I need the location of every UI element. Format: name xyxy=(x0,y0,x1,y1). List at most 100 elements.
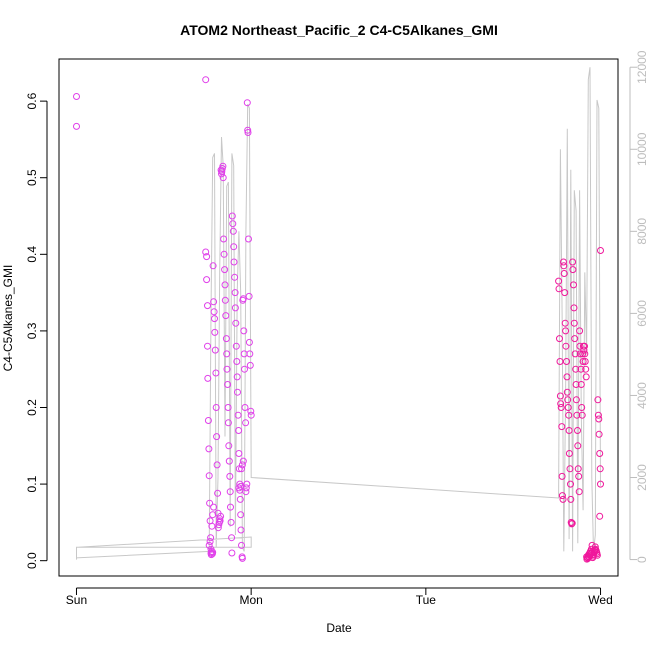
data-point xyxy=(571,350,579,358)
data-point xyxy=(212,369,220,377)
data-point xyxy=(73,122,80,130)
data-point xyxy=(228,212,236,220)
x-tick-label: Mon xyxy=(239,593,262,607)
altitude-series-line xyxy=(76,67,601,560)
data-point xyxy=(210,298,218,306)
data-point xyxy=(561,289,569,297)
data-point xyxy=(569,266,577,274)
data-point xyxy=(247,407,255,415)
data-point xyxy=(205,541,213,549)
data-point xyxy=(576,327,584,335)
y-axis-label: C4-C5Alkanes_GMI xyxy=(1,265,15,372)
data-point xyxy=(574,465,582,473)
data-point xyxy=(557,404,565,411)
y2-tick-label: 12000 xyxy=(635,50,649,84)
data-point xyxy=(563,373,571,381)
data-point xyxy=(205,445,213,453)
data-point xyxy=(582,373,590,381)
data-point xyxy=(596,465,604,473)
data-point xyxy=(565,427,573,434)
data-point xyxy=(556,392,564,400)
data-point xyxy=(573,411,581,419)
data-point xyxy=(593,551,601,559)
data-point xyxy=(224,404,232,411)
data-point xyxy=(216,517,224,525)
data-point xyxy=(595,430,603,438)
data-point xyxy=(576,350,584,358)
y-tick-label: 0.2 xyxy=(25,399,39,416)
data-point xyxy=(558,423,566,431)
data-point xyxy=(241,365,248,373)
data-point xyxy=(557,400,565,408)
data-point xyxy=(232,342,240,350)
y2-tick-label: 2000 xyxy=(635,464,649,491)
data-point xyxy=(238,541,245,549)
data-point xyxy=(556,335,563,343)
data-point xyxy=(565,450,573,457)
data-point xyxy=(244,129,252,136)
y2-tick-label: 6000 xyxy=(635,300,649,327)
data-point xyxy=(226,472,234,480)
data-point xyxy=(218,170,225,178)
data-point xyxy=(210,308,218,316)
data-point xyxy=(594,411,602,419)
data-point xyxy=(231,273,239,281)
data-point xyxy=(581,350,589,358)
data-point xyxy=(222,312,230,320)
y2-tick-label: 4000 xyxy=(635,382,649,409)
y-tick-label: 0.1 xyxy=(25,475,39,492)
data-point xyxy=(555,285,563,293)
y2-tick-label: 0 xyxy=(635,556,649,563)
data-point xyxy=(235,427,243,434)
data-point xyxy=(558,492,566,500)
data-point xyxy=(221,281,229,289)
data-point xyxy=(241,404,249,411)
data-point xyxy=(569,258,577,266)
data-point xyxy=(596,512,604,520)
data-point xyxy=(210,503,218,511)
data-point xyxy=(560,262,568,270)
data-point xyxy=(219,174,227,182)
data-point xyxy=(221,296,229,304)
data-point xyxy=(232,319,240,327)
data-point xyxy=(231,304,239,312)
axes-layer: 0.0 0.1 0.2 0.3 0.4 0.5 0.6 0 2000 4000 6000 8000 10… xyxy=(25,50,649,607)
data-point xyxy=(242,419,250,427)
data-point xyxy=(560,270,568,277)
data-point xyxy=(574,442,582,450)
x-axis-label: Date xyxy=(326,621,352,635)
data-point xyxy=(240,327,248,335)
data-point xyxy=(234,388,241,396)
data-point xyxy=(247,411,255,419)
data-point xyxy=(567,480,574,488)
data-point xyxy=(597,480,604,488)
points-layer xyxy=(73,76,604,563)
data-point xyxy=(581,342,588,350)
data-point xyxy=(243,99,251,107)
data-point xyxy=(236,486,244,494)
x-tick-label: Tue xyxy=(416,593,437,607)
data-point xyxy=(214,489,222,497)
y-tick-label: 0.6 xyxy=(25,92,39,109)
data-point xyxy=(596,450,604,457)
data-point xyxy=(237,482,245,490)
data-point xyxy=(231,289,239,297)
data-point xyxy=(225,442,233,450)
data-point xyxy=(227,518,235,526)
data-point xyxy=(222,335,230,343)
data-point xyxy=(571,335,579,343)
data-point xyxy=(575,488,583,496)
data-point xyxy=(237,511,245,519)
data-point xyxy=(229,220,237,228)
data-point xyxy=(564,396,572,404)
data-point xyxy=(213,461,221,469)
data-point xyxy=(239,295,247,303)
data-point xyxy=(209,511,217,519)
data-point xyxy=(207,545,215,553)
y-tick-label: 0.0 xyxy=(25,552,39,569)
data-point xyxy=(236,495,244,503)
y2-tick-label: 10000 xyxy=(635,132,649,166)
data-point xyxy=(572,396,580,404)
data-point xyxy=(572,365,580,373)
data-point xyxy=(211,315,218,323)
